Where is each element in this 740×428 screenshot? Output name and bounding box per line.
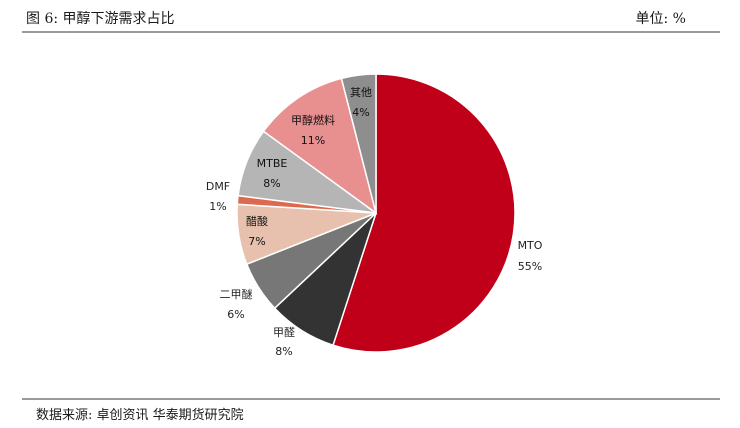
source-note: 数据来源: 卓创资讯 华泰期货研究院 xyxy=(36,408,244,423)
slice-value-3: 6% xyxy=(227,308,244,321)
pie-slice-1 xyxy=(332,73,516,353)
slice-label-4: 醋酸 xyxy=(246,214,268,228)
footer-divider xyxy=(22,398,720,400)
slice-label-2: 甲醛 xyxy=(273,325,295,339)
chart-title: 图 6: 甲醇下游需求占比 xyxy=(26,11,175,27)
slice-label-5: DMF xyxy=(206,180,230,193)
slice-value-2: 8% xyxy=(275,345,292,358)
slice-value-7: 11% xyxy=(301,134,325,147)
slice-label-3: 二甲醚 xyxy=(220,287,253,301)
slice-label-7: 甲醇燃料 xyxy=(291,113,335,127)
pie-slice-8 xyxy=(340,73,377,214)
slice-value-8: 4% xyxy=(352,106,369,119)
slice-value-6: 8% xyxy=(263,177,280,190)
slice-value-1: 55% xyxy=(518,260,542,273)
slice-value-4: 7% xyxy=(248,235,265,248)
slice-label-6: MTBE xyxy=(257,157,288,170)
chart-header: 图 6: 甲醇下游需求占比 单位: % xyxy=(22,0,720,33)
slice-label-1: MTO xyxy=(518,239,543,252)
pie-slice-7 xyxy=(262,77,378,215)
slice-value-5: 1% xyxy=(209,200,226,213)
slice-label-8: 其他 xyxy=(350,86,372,99)
unit-label: 单位: % xyxy=(635,11,686,27)
